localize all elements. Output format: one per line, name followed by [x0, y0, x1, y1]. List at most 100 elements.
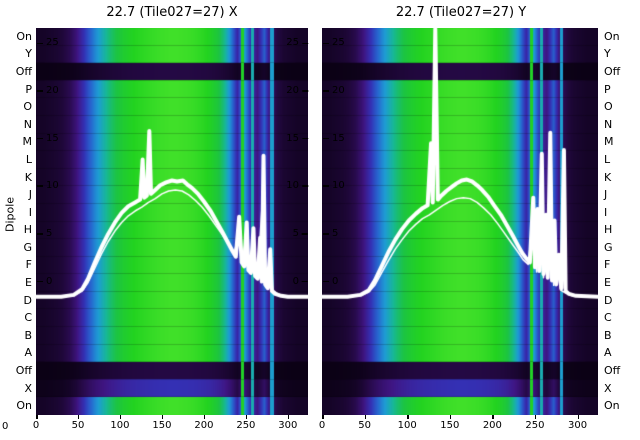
- ytick-mark: [323, 137, 329, 140]
- ytick-mark: [37, 185, 43, 187]
- dipole-tick-right-17: B: [604, 328, 612, 342]
- ytick-label-right-5: 5: [293, 228, 308, 240]
- xtick-label-panel1-150: 150: [440, 420, 460, 431]
- xtick-label-panel0-100: 100: [110, 420, 130, 431]
- xtick-label-panel0-150: 150: [152, 420, 172, 431]
- ytick-mark: [323, 185, 329, 187]
- dipole-tick-left-11: H: [23, 223, 32, 237]
- dipole-tick-right-3: P: [604, 82, 611, 96]
- dipole-tick-left-10: I: [28, 205, 32, 219]
- dipole-tick-right-19: Off: [604, 364, 621, 378]
- ytick-value: 0: [332, 275, 339, 287]
- ytick-label-right-25: 25: [286, 37, 308, 49]
- dipole-tick-right-6: M: [604, 135, 614, 149]
- ytick-value: 15: [286, 132, 299, 144]
- dipole-tick-left-2: Off: [15, 64, 32, 78]
- ytick-value: 10: [286, 180, 299, 192]
- ytick-mark: [37, 42, 43, 44]
- dipole-tick-left-5: N: [23, 117, 32, 131]
- ytick-label-panel1-20: 20: [323, 85, 345, 97]
- xtick-label-panel1-100: 100: [397, 420, 417, 431]
- ytick-label-panel1-10: 10: [323, 180, 345, 192]
- xtick-label-panel0-50: 50: [71, 420, 85, 431]
- ytick-value: 25: [46, 37, 59, 49]
- ytick-value: 10: [46, 180, 59, 192]
- xtick-mark-panel1-300: [577, 415, 580, 419]
- ytick-value: 20: [46, 84, 59, 96]
- dipole-tick-left-8: K: [24, 170, 32, 184]
- dipole-tick-right-7: L: [604, 152, 611, 166]
- dipole-tick-right-2: Off: [604, 64, 621, 78]
- ytick-value: 10: [332, 180, 345, 192]
- dipole-tick-left-17: B: [24, 328, 32, 342]
- ytick-mark: [302, 90, 308, 92]
- dipole-tick-left-20: X: [24, 381, 32, 395]
- ytick-mark: [37, 280, 43, 283]
- dipole-tick-left-19: Off: [15, 364, 32, 378]
- xtick-label-panel0-250: 250: [236, 420, 256, 431]
- ytick-mark: [37, 233, 43, 235]
- dipole-tick-left-12: G: [23, 240, 32, 254]
- ytick-label-panel0-0: 0: [37, 276, 52, 288]
- dipole-tick-right-5: N: [604, 117, 613, 131]
- ytick-label-panel0-15: 15: [37, 133, 59, 145]
- dipole-tick-right-21: On: [604, 399, 620, 413]
- dipole-tick-right-13: F: [604, 258, 611, 272]
- dipole-tick-right-9: J: [604, 188, 608, 202]
- ytick-label-panel0-10: 10: [37, 180, 59, 192]
- dipole-tick-right-20: X: [604, 381, 612, 395]
- dipole-tick-left-3: P: [25, 82, 32, 96]
- panel-title-x: 22.7 (Tile027=27) X: [106, 5, 238, 20]
- ytick-label-panel1-5: 5: [323, 228, 338, 240]
- ytick-value: 20: [286, 84, 299, 96]
- xtick-label-panel0-200: 200: [194, 420, 214, 431]
- dipole-tick-left-1: Y: [25, 47, 32, 61]
- dipole-tick-left-16: C: [24, 311, 32, 325]
- xtick-mark-panel0-100: [119, 415, 122, 419]
- ytick-value: 5: [332, 227, 339, 239]
- ytick-label-right-10: 10: [286, 180, 308, 192]
- xtick-mark-panel1-200: [492, 415, 494, 419]
- xtick-label-panel1-300: 300: [568, 420, 588, 431]
- xtick-label-panel1-50: 50: [358, 420, 371, 431]
- dipole-tick-left-7: L: [25, 152, 32, 166]
- dipole-tick-left-14: E: [25, 276, 32, 290]
- ytick-value: 15: [332, 132, 345, 144]
- heatmap-panel-x: [36, 28, 308, 415]
- ytick-value: 5: [292, 227, 299, 239]
- xtick-mark-panel0-250: [245, 415, 248, 419]
- dipole-tick-right-11: H: [604, 223, 613, 237]
- xtick-label-panel1-200: 200: [482, 420, 502, 431]
- ytick-value: 5: [46, 227, 53, 239]
- ytick-value: 0: [292, 275, 299, 287]
- dipole-tick-left-6: M: [22, 135, 33, 149]
- dipole-tick-right-12: G: [604, 240, 613, 254]
- xtick-label-panel1-0: 0: [318, 420, 326, 431]
- ytick-mark: [37, 90, 43, 92]
- ytick-mark: [323, 42, 329, 44]
- dipole-tick-left-0: On: [16, 29, 32, 43]
- xtick-mark-panel1-0: [322, 415, 324, 419]
- dipole-tick-right-15: D: [604, 293, 613, 307]
- ytick-value: 25: [286, 37, 299, 49]
- xtick-mark-panel1-150: [449, 415, 452, 419]
- dipole-tick-right-16: C: [604, 311, 612, 325]
- corner-zero-label: 0: [2, 421, 9, 432]
- dipole-tick-right-1: Y: [604, 47, 611, 61]
- ytick-mark: [302, 137, 308, 140]
- xtick-label-panel0-0: 0: [32, 420, 40, 431]
- ytick-label-panel0-20: 20: [37, 85, 59, 97]
- ytick-label-panel0-25: 25: [37, 37, 59, 49]
- xtick-label-panel1-250: 250: [525, 420, 545, 431]
- ytick-label-right-20: 20: [286, 85, 308, 97]
- heatmap-panel-y: [322, 28, 598, 415]
- dipole-tick-left-13: F: [25, 258, 32, 272]
- dipole-tick-right-4: O: [604, 100, 613, 114]
- dipole-tick-right-18: A: [604, 346, 612, 360]
- dipole-tick-right-8: K: [604, 170, 612, 184]
- ytick-value: 25: [332, 37, 345, 49]
- dipole-tick-left-18: A: [24, 346, 32, 360]
- xtick-mark-panel0-50: [77, 415, 80, 419]
- ytick-mark: [302, 42, 308, 44]
